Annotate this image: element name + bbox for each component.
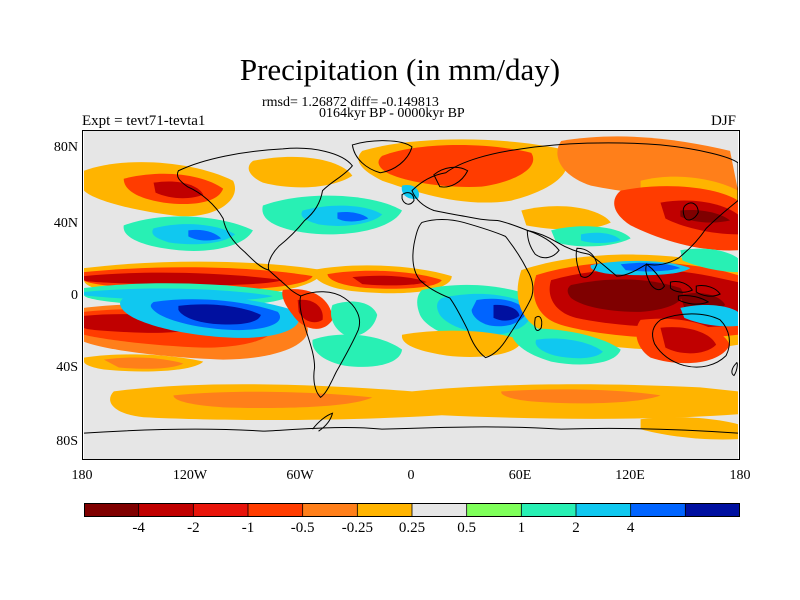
season-label: DJF <box>710 113 736 129</box>
colorbar-label: -0.25 <box>341 520 373 536</box>
colorbar-label: -0.5 <box>290 520 315 536</box>
colorbar-cell <box>411 503 468 517</box>
colorbar-cell <box>684 503 740 517</box>
lat-tick-40n: 40N <box>53 216 78 231</box>
coastlines <box>83 140 739 434</box>
lon-tick-60w: 60W <box>286 468 314 483</box>
lat-tick-80s: 80S <box>56 434 78 449</box>
lon-tick-120e: 120E <box>615 468 645 483</box>
colorbar-label: 0.25 <box>398 520 426 536</box>
colorbar-label: -1 <box>241 520 255 536</box>
colorbar-cell <box>520 503 577 517</box>
colorbar-label: 1 <box>517 520 526 536</box>
map-title: Precipitation (in mm/day) <box>239 52 561 87</box>
lon-tick-120w: 120W <box>172 468 208 483</box>
colorbar-label: 2 <box>572 520 580 536</box>
colorbar-cell <box>247 503 304 517</box>
lon-tick-0: 0 <box>407 468 415 483</box>
colorbar-cell <box>84 503 140 517</box>
colorbar-cell <box>138 503 195 517</box>
lat-tick-40s: 40S <box>56 360 78 375</box>
lon-tick-180e: 180 <box>729 468 751 483</box>
colorbar-label: 0.5 <box>457 520 477 536</box>
lon-tick-180w: 180 <box>71 468 93 483</box>
colorbar-cell <box>302 503 359 517</box>
colorbar-cell <box>630 503 687 517</box>
colorbar <box>84 503 740 517</box>
colorbar-cell <box>575 503 632 517</box>
colorbar-cell <box>192 503 249 517</box>
colorbar-cell <box>466 503 523 517</box>
precip-field <box>83 131 739 459</box>
colorbar-cell <box>356 503 413 517</box>
stats-line: rmsd= 1.26872 diff= -0.149813 <box>262 95 439 110</box>
precipitation-map <box>82 130 740 460</box>
lat-tick-0: 0 <box>71 288 78 303</box>
experiment-label: Expt = tevt71-tevta1 <box>82 113 206 129</box>
lat-tick-80n: 80N <box>53 140 78 155</box>
colorbar-label: -4 <box>132 520 145 536</box>
period-line: 0164kyr BP - 0000kyr BP <box>319 106 465 121</box>
lon-tick-60e: 60E <box>508 468 532 483</box>
colorbar-label: 4 <box>626 520 635 536</box>
colorbar-label: -2 <box>187 520 200 536</box>
